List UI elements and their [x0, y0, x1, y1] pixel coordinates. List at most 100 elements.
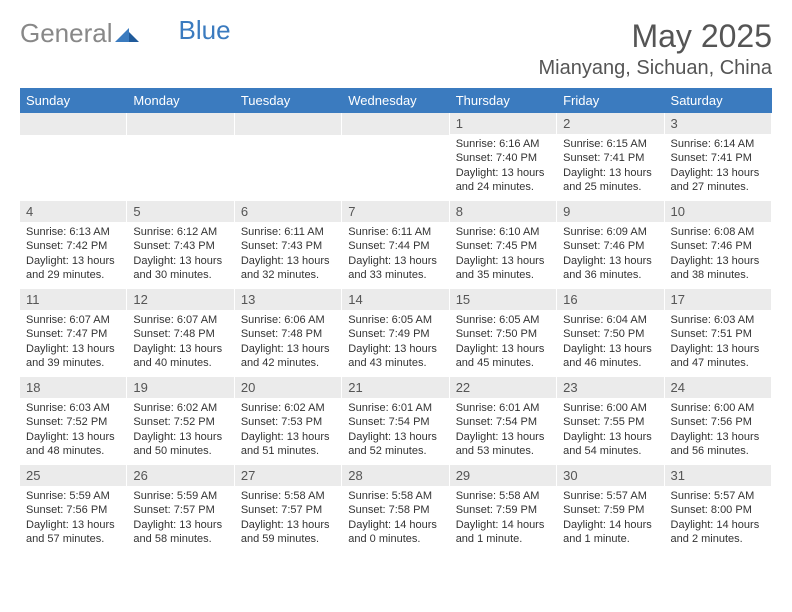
day-cell: 15Sunrise: 6:05 AMSunset: 7:50 PMDayligh…: [450, 289, 557, 377]
day-content: Sunrise: 6:10 AMSunset: 7:45 PMDaylight:…: [450, 222, 556, 288]
sunset-text: Sunset: 7:57 PM: [133, 503, 227, 517]
day-cell: 8Sunrise: 6:10 AMSunset: 7:45 PMDaylight…: [450, 201, 557, 289]
daylight-text: Daylight: 13 hours and 56 minutes.: [671, 430, 765, 459]
day-cell: 31Sunrise: 5:57 AMSunset: 8:00 PMDayligh…: [665, 465, 772, 553]
day-content: Sunrise: 6:02 AMSunset: 7:52 PMDaylight:…: [127, 398, 233, 464]
daylight-text: Daylight: 13 hours and 36 minutes.: [563, 254, 657, 283]
sunrise-text: Sunrise: 6:05 AM: [348, 313, 442, 327]
day-header: Monday: [127, 88, 234, 113]
sunrise-text: Sunrise: 6:11 AM: [241, 225, 335, 239]
day-number: 2: [557, 113, 663, 134]
day-cell: 17Sunrise: 6:03 AMSunset: 7:51 PMDayligh…: [665, 289, 772, 377]
sunset-text: Sunset: 7:50 PM: [456, 327, 550, 341]
sunrise-text: Sunrise: 5:58 AM: [456, 489, 550, 503]
month-title: May 2025: [539, 18, 772, 55]
day-number: 8: [450, 201, 556, 222]
title-block: May 2025 Mianyang, Sichuan, China: [539, 18, 772, 80]
location: Mianyang, Sichuan, China: [539, 57, 772, 80]
day-content: Sunrise: 5:57 AMSunset: 8:00 PMDaylight:…: [665, 486, 771, 552]
day-number: 23: [557, 377, 663, 398]
daylight-text: Daylight: 13 hours and 57 minutes.: [26, 518, 120, 547]
sunrise-text: Sunrise: 6:00 AM: [563, 401, 657, 415]
sunset-text: Sunset: 7:46 PM: [671, 239, 765, 253]
daylight-text: Daylight: 13 hours and 47 minutes.: [671, 342, 765, 371]
day-cell: 10Sunrise: 6:08 AMSunset: 7:46 PMDayligh…: [665, 201, 772, 289]
day-cell: 11Sunrise: 6:07 AMSunset: 7:47 PMDayligh…: [20, 289, 127, 377]
day-cell: 5Sunrise: 6:12 AMSunset: 7:43 PMDaylight…: [127, 201, 234, 289]
day-number: 7: [342, 201, 448, 222]
day-cell: [20, 113, 127, 201]
sunrise-text: Sunrise: 6:01 AM: [456, 401, 550, 415]
day-content: Sunrise: 6:05 AMSunset: 7:50 PMDaylight:…: [450, 310, 556, 376]
week-row: 1Sunrise: 6:16 AMSunset: 7:40 PMDaylight…: [20, 113, 772, 201]
daylight-text: Daylight: 13 hours and 29 minutes.: [26, 254, 120, 283]
day-content: Sunrise: 6:01 AMSunset: 7:54 PMDaylight:…: [450, 398, 556, 464]
day-number: 22: [450, 377, 556, 398]
day-cell: 28Sunrise: 5:58 AMSunset: 7:58 PMDayligh…: [342, 465, 449, 553]
day-number: 28: [342, 465, 448, 486]
day-cell: 20Sunrise: 6:02 AMSunset: 7:53 PMDayligh…: [235, 377, 342, 465]
sunset-text: Sunset: 8:00 PM: [671, 503, 765, 517]
day-content: Sunrise: 6:00 AMSunset: 7:56 PMDaylight:…: [665, 398, 771, 464]
day-content: Sunrise: 5:59 AMSunset: 7:56 PMDaylight:…: [20, 486, 126, 552]
sunset-text: Sunset: 7:57 PM: [241, 503, 335, 517]
day-cell: 9Sunrise: 6:09 AMSunset: 7:46 PMDaylight…: [557, 201, 664, 289]
sunset-text: Sunset: 7:55 PM: [563, 415, 657, 429]
day-content: Sunrise: 6:01 AMSunset: 7:54 PMDaylight:…: [342, 398, 448, 464]
day-cell: 27Sunrise: 5:58 AMSunset: 7:57 PMDayligh…: [235, 465, 342, 553]
daylight-text: Daylight: 13 hours and 50 minutes.: [133, 430, 227, 459]
day-cell: 25Sunrise: 5:59 AMSunset: 7:56 PMDayligh…: [20, 465, 127, 553]
day-cell: 13Sunrise: 6:06 AMSunset: 7:48 PMDayligh…: [235, 289, 342, 377]
day-number: 6: [235, 201, 341, 222]
sunset-text: Sunset: 7:43 PM: [133, 239, 227, 253]
sunset-text: Sunset: 7:40 PM: [456, 151, 550, 165]
sunrise-text: Sunrise: 5:57 AM: [563, 489, 657, 503]
logo: General Blue: [20, 18, 231, 49]
sunset-text: Sunset: 7:42 PM: [26, 239, 120, 253]
day-header: Friday: [557, 88, 664, 113]
daylight-text: Daylight: 13 hours and 53 minutes.: [456, 430, 550, 459]
daylight-text: Daylight: 14 hours and 2 minutes.: [671, 518, 765, 547]
sunset-text: Sunset: 7:53 PM: [241, 415, 335, 429]
sunset-text: Sunset: 7:46 PM: [563, 239, 657, 253]
sunset-text: Sunset: 7:52 PM: [133, 415, 227, 429]
logo-text-blue: Blue: [179, 15, 231, 46]
day-content: Sunrise: 5:58 AMSunset: 7:57 PMDaylight:…: [235, 486, 341, 552]
day-header-row: SundayMondayTuesdayWednesdayThursdayFrid…: [20, 88, 772, 113]
sunrise-text: Sunrise: 6:02 AM: [241, 401, 335, 415]
sunrise-text: Sunrise: 6:04 AM: [563, 313, 657, 327]
logo-icon: [115, 18, 139, 49]
day-cell: [342, 113, 449, 201]
daylight-text: Daylight: 13 hours and 42 minutes.: [241, 342, 335, 371]
sunset-text: Sunset: 7:49 PM: [348, 327, 442, 341]
daylight-text: Daylight: 13 hours and 39 minutes.: [26, 342, 120, 371]
day-cell: 2 Sunrise: 6:15 AMSunset: 7:41 PMDaylight…: [557, 113, 664, 201]
day-cell: 19Sunrise: 6:02 AMSunset: 7:52 PMDayligh…: [127, 377, 234, 465]
day-content: Sunrise: 6:03 AMSunset: 7:51 PMDaylight:…: [665, 310, 771, 376]
daylight-text: Daylight: 13 hours and 35 minutes.: [456, 254, 550, 283]
sunrise-text: Sunrise: 6:08 AM: [671, 225, 765, 239]
day-content: Sunrise: 6:03 AMSunset: 7:52 PMDaylight:…: [20, 398, 126, 464]
day-number: [342, 113, 448, 135]
sunset-text: Sunset: 7:41 PM: [563, 151, 657, 165]
daylight-text: Daylight: 13 hours and 48 minutes.: [26, 430, 120, 459]
day-header: Thursday: [450, 88, 557, 113]
day-number: 27: [235, 465, 341, 486]
sunset-text: Sunset: 7:54 PM: [456, 415, 550, 429]
day-number: [235, 113, 341, 135]
sunset-text: Sunset: 7:51 PM: [671, 327, 765, 341]
day-number: 20: [235, 377, 341, 398]
day-cell: 7Sunrise: 6:11 AMSunset: 7:44 PMDaylight…: [342, 201, 449, 289]
day-number: 16: [557, 289, 663, 310]
sunset-text: Sunset: 7:54 PM: [348, 415, 442, 429]
sunrise-text: Sunrise: 6:15 AM: [563, 137, 657, 151]
day-number: 25: [20, 465, 126, 486]
daylight-text: Daylight: 13 hours and 25 minutes.: [563, 166, 657, 195]
sunrise-text: Sunrise: 6:10 AM: [456, 225, 550, 239]
sunrise-text: Sunrise: 5:59 AM: [133, 489, 227, 503]
sunset-text: Sunset: 7:56 PM: [671, 415, 765, 429]
day-number: 4: [20, 201, 126, 222]
sunrise-text: Sunrise: 6:03 AM: [671, 313, 765, 327]
day-number: 11: [20, 289, 126, 310]
day-content: Sunrise: 6:06 AMSunset: 7:48 PMDaylight:…: [235, 310, 341, 376]
